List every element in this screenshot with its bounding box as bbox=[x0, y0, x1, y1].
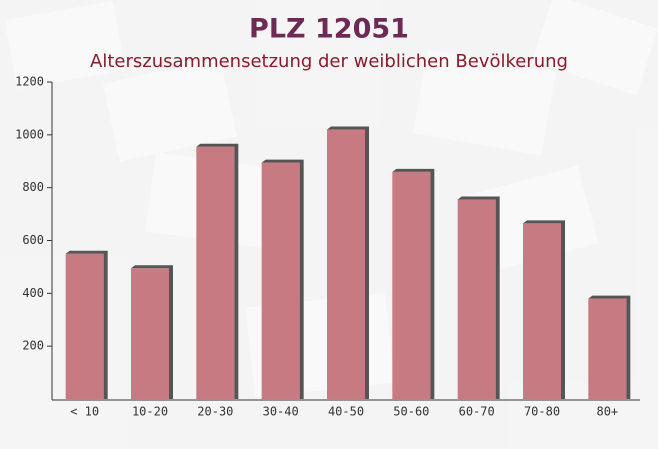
bar bbox=[457, 199, 496, 399]
x-tick-label: 30-40 bbox=[263, 405, 299, 419]
y-tick-label: 1000 bbox=[15, 127, 44, 141]
y-tick-label: 200 bbox=[22, 339, 44, 353]
bar bbox=[523, 223, 561, 399]
y-tick-label: 800 bbox=[22, 180, 44, 194]
x-tick-label: 20-30 bbox=[197, 405, 233, 419]
x-tick-label: 10-20 bbox=[132, 405, 168, 419]
x-tick-label: 80+ bbox=[596, 405, 618, 419]
chart-subtitle: Alterszusammensetzung der weiblichen Bev… bbox=[90, 51, 568, 72]
bar bbox=[131, 268, 169, 399]
y-tick-label: 1200 bbox=[15, 75, 44, 89]
bar bbox=[588, 298, 627, 399]
bar bbox=[327, 129, 365, 400]
y-tick-label: 400 bbox=[22, 286, 44, 300]
bar bbox=[196, 146, 235, 399]
bar bbox=[65, 253, 104, 399]
x-tick-label: 70-80 bbox=[524, 405, 560, 419]
x-tick-label: 50-60 bbox=[393, 405, 429, 419]
y-tick-label: 600 bbox=[22, 233, 44, 247]
x-tick-label: < 10 bbox=[70, 405, 99, 419]
chart-title: PLZ 12051 bbox=[249, 14, 409, 45]
x-tick-label: 60-70 bbox=[459, 405, 495, 419]
x-tick-label: 40-50 bbox=[328, 405, 364, 419]
bar bbox=[261, 162, 300, 399]
bar bbox=[392, 171, 431, 399]
